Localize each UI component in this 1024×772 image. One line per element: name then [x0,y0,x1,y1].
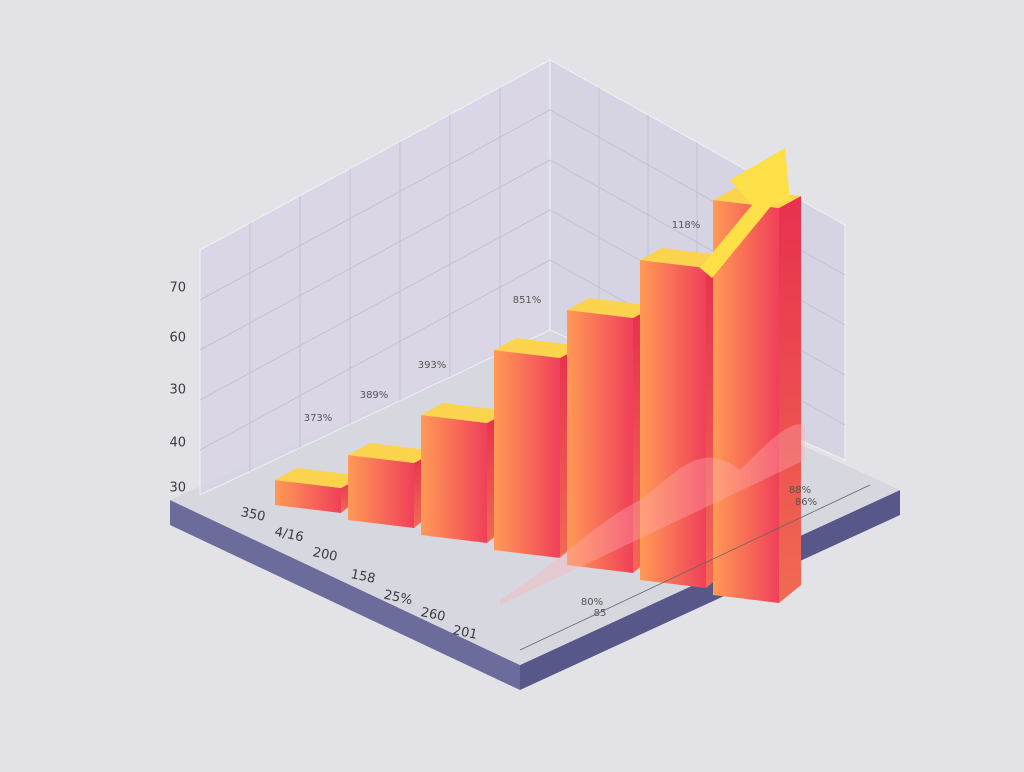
bar-top [348,443,436,463]
bar-label: 393% [418,360,447,371]
bar-label: 851% [513,295,542,306]
bar-front [421,415,487,543]
bar-top [421,403,509,423]
x-axis-label: 158 [349,567,376,587]
platform-side-left [170,500,520,690]
x-axis-label: 350 [239,505,266,525]
y-axis-label: 30 [169,481,186,496]
bar-top [567,298,655,318]
side-label: 85 [594,608,607,619]
grid-line [199,259,551,451]
x-axis-label: 25% [382,588,413,609]
platform-side-right [520,490,900,690]
bar-top [275,468,363,488]
bar-front [275,480,341,513]
y-axis-label: 60 [169,331,186,346]
arrow [700,148,790,278]
side-label: 80% [581,597,603,608]
x-axis-label: 4/16 [273,525,305,546]
bars [275,188,801,603]
bar-label: 373% [304,413,333,424]
x-axis-label: 200 [311,545,338,565]
bar-front [348,455,414,528]
bar-front [567,310,633,573]
bar-front [640,260,706,588]
bar-front [494,350,560,558]
x-axis-label: 201 [451,623,478,643]
grid-line [199,159,551,351]
bar-label: 389% [360,390,389,401]
side-label: 88% [789,485,811,496]
side-label: 86% [795,497,817,508]
bar-label: 118% [672,220,701,231]
wave [500,424,805,605]
y-axis-label: 30 [169,383,186,398]
grid-line [199,209,551,401]
y-axis-label: 70 [169,281,186,296]
y-axis-label: 40 [169,436,186,451]
grid-line [199,109,551,301]
x-axis-label: 260 [419,605,446,625]
bar-front [713,200,779,603]
bar-top [494,338,582,358]
baseline [519,484,871,651]
bar-side [779,196,801,603]
